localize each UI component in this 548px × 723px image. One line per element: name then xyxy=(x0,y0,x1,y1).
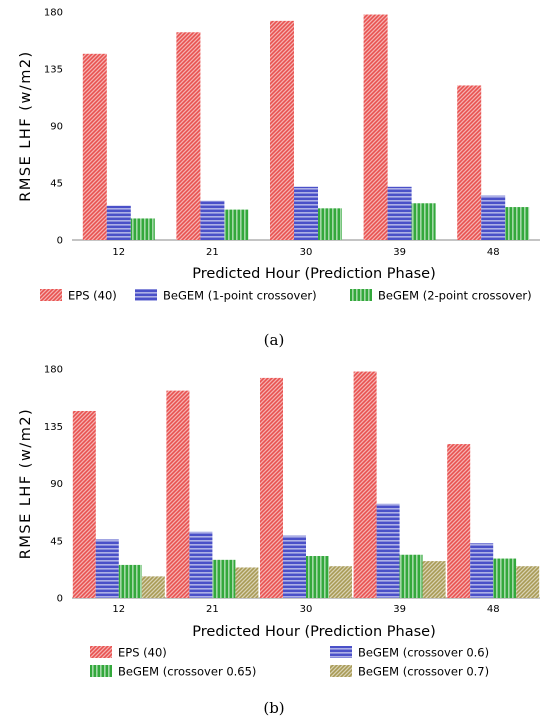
legend-swatch xyxy=(40,289,62,301)
legend-label: BeGEM (2-point crossover) xyxy=(378,289,532,303)
y-tick-label: 135 xyxy=(44,65,63,76)
bar-1-0-48 xyxy=(447,444,471,598)
bar-1-2-21 xyxy=(212,559,236,598)
x-tick-label: 21 xyxy=(206,604,219,615)
y-tick-label: 45 xyxy=(50,536,63,547)
bar-1-1-12 xyxy=(95,539,119,598)
legend: EPS (40) BeGEM (1-point crossover) BeGEM (… xyxy=(40,289,532,303)
chart-panel-0: 0 45 90 135 180 12 21 30 39 48 Predicted Hour (Pre… xyxy=(18,8,540,349)
bar-1-1-21 xyxy=(189,531,213,598)
bar-0-0-30 xyxy=(270,20,294,240)
figure-caption: (a) xyxy=(264,331,285,349)
bar-1-3-21 xyxy=(235,567,259,598)
x-tick-label: 48 xyxy=(487,247,500,258)
y-tick-label: 45 xyxy=(50,179,63,190)
bar-1-3-12 xyxy=(141,576,165,598)
y-axis-title: RMSE LHF (w/m2) xyxy=(18,50,34,201)
x-tick-label: 48 xyxy=(487,604,500,615)
legend-label: EPS (40) xyxy=(68,289,117,303)
legend-swatch xyxy=(90,665,112,677)
legend-swatch xyxy=(330,665,352,677)
legend-swatch xyxy=(350,289,372,301)
bar-1-3-30 xyxy=(329,566,352,598)
figure-caption: (b) xyxy=(263,699,284,717)
x-axis-title: Predicted Hour (Prediction Phase) xyxy=(192,266,435,282)
y-axis-title: RMSE LHF (w/m2) xyxy=(18,408,34,559)
x-axis-title: Predicted Hour (Prediction Phase) xyxy=(192,624,435,640)
legend-label: BeGEM (crossover 0.6) xyxy=(358,646,489,660)
x-tick-label: 21 xyxy=(206,247,219,258)
bar-0-0-48 xyxy=(457,85,482,240)
bar-1-2-30 xyxy=(306,556,329,598)
legend-label: BeGEM (crossover 0.7) xyxy=(358,665,489,679)
bar-1-0-12 xyxy=(72,410,96,598)
bar-0-1-48 xyxy=(481,195,506,240)
y-tick-label: 0 xyxy=(57,594,63,605)
bar-0-1-39 xyxy=(387,186,412,240)
y-tick-label: 135 xyxy=(44,422,63,433)
y-tick-label: 90 xyxy=(50,479,63,490)
bar-0-2-48 xyxy=(505,207,530,240)
y-tick-label: 0 xyxy=(57,236,63,247)
bar-0-2-21 xyxy=(224,209,249,240)
bar-0-2-30 xyxy=(318,208,342,240)
y-tick-label: 180 xyxy=(44,365,63,376)
x-tick-label: 39 xyxy=(393,604,406,615)
bar-1-3-39 xyxy=(422,561,446,598)
bar-1-0-21 xyxy=(166,390,190,598)
bar-0-0-39 xyxy=(363,14,388,241)
bar-0-0-12 xyxy=(82,53,107,240)
bar-0-2-39 xyxy=(411,203,436,240)
legend-swatch xyxy=(90,646,112,658)
x-tick-label: 12 xyxy=(112,247,125,258)
legend-label: BeGEM (crossover 0.65) xyxy=(118,665,256,679)
x-tick-label: 39 xyxy=(393,247,406,258)
bar-0-2-12 xyxy=(130,218,155,240)
chart-panel-1: 0 45 90 135 180 12 21 30 39 48 Predicted Hour (Pre… xyxy=(18,365,540,717)
legend-label: BeGEM (1-point crossover) xyxy=(163,289,317,303)
bar-1-1-39 xyxy=(376,503,400,598)
legend-swatch xyxy=(330,646,352,658)
bar-0-0-21 xyxy=(176,32,201,241)
legend: EPS (40) BeGEM (crossover 0.6) BeGEM (cros… xyxy=(90,646,489,679)
x-tick-label: 12 xyxy=(112,604,125,615)
legend-swatch xyxy=(135,289,157,301)
bar-1-1-48 xyxy=(470,543,494,598)
bar-1-2-12 xyxy=(118,564,142,598)
bar-1-1-30 xyxy=(283,535,306,598)
x-tick-label: 30 xyxy=(300,247,313,258)
bar-1-0-30 xyxy=(260,377,283,598)
bar-0-1-12 xyxy=(106,205,131,240)
bar-1-2-39 xyxy=(399,554,423,598)
bar-1-0-39 xyxy=(353,371,377,598)
y-tick-label: 90 xyxy=(50,122,63,133)
bar-0-1-21 xyxy=(200,200,225,240)
legend-label: EPS (40) xyxy=(118,646,167,660)
bar-0-1-30 xyxy=(294,186,318,240)
bar-1-3-48 xyxy=(516,566,540,598)
x-tick-label: 30 xyxy=(300,604,313,615)
y-tick-label: 180 xyxy=(44,8,63,19)
bar-1-2-48 xyxy=(493,558,517,598)
